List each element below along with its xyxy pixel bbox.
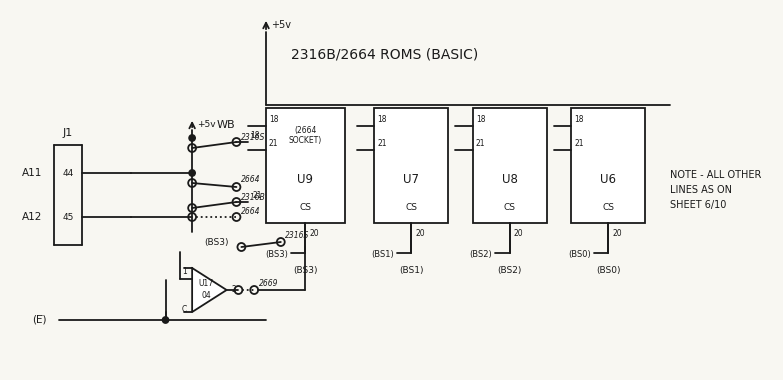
Text: U8: U8 bbox=[502, 173, 518, 186]
Text: A12: A12 bbox=[23, 212, 43, 222]
Text: 2316B: 2316B bbox=[241, 193, 266, 201]
Text: (BS3): (BS3) bbox=[293, 266, 318, 276]
Text: 21: 21 bbox=[575, 138, 584, 147]
Text: (BS3): (BS3) bbox=[265, 250, 287, 260]
Circle shape bbox=[189, 170, 195, 176]
Text: (BS0): (BS0) bbox=[568, 250, 590, 260]
Text: 04: 04 bbox=[201, 291, 211, 301]
Text: U6: U6 bbox=[601, 173, 616, 186]
Text: U9: U9 bbox=[298, 173, 313, 186]
Circle shape bbox=[163, 317, 168, 323]
Text: 21: 21 bbox=[252, 190, 262, 200]
Text: U7: U7 bbox=[403, 173, 420, 186]
Text: 18: 18 bbox=[575, 114, 584, 124]
Bar bbox=[572, 108, 645, 223]
Text: A11: A11 bbox=[23, 168, 43, 178]
Text: 1: 1 bbox=[182, 266, 186, 276]
Text: SHEET 6/10: SHEET 6/10 bbox=[670, 200, 727, 210]
Text: (2664: (2664 bbox=[294, 125, 316, 135]
Text: (BS2): (BS2) bbox=[469, 250, 493, 260]
Text: (BS3): (BS3) bbox=[204, 238, 229, 247]
Text: (E̅): (E̅) bbox=[32, 315, 47, 325]
Text: 2316S: 2316S bbox=[241, 133, 265, 141]
Text: (BS2): (BS2) bbox=[498, 266, 522, 276]
Text: 2664: 2664 bbox=[241, 176, 261, 185]
Text: U17: U17 bbox=[198, 279, 214, 288]
Text: 45: 45 bbox=[63, 212, 74, 222]
Text: NOTE - ALL OTHER: NOTE - ALL OTHER bbox=[670, 170, 761, 180]
Text: (BS1): (BS1) bbox=[399, 266, 424, 276]
Text: 20: 20 bbox=[514, 228, 523, 238]
Text: 21: 21 bbox=[377, 138, 387, 147]
Text: 21: 21 bbox=[476, 138, 485, 147]
Text: LINES AS ON: LINES AS ON bbox=[670, 185, 732, 195]
Text: 20: 20 bbox=[612, 228, 622, 238]
Polygon shape bbox=[192, 268, 226, 312]
Bar bbox=[266, 108, 345, 223]
Text: 2: 2 bbox=[231, 285, 236, 294]
Bar bbox=[374, 108, 449, 223]
Text: J1: J1 bbox=[63, 128, 73, 138]
Text: +5v: +5v bbox=[197, 120, 215, 129]
Text: CS: CS bbox=[602, 204, 615, 212]
Text: C: C bbox=[182, 304, 187, 313]
Text: CS: CS bbox=[406, 204, 417, 212]
Text: 2664: 2664 bbox=[241, 206, 261, 215]
Text: 20: 20 bbox=[309, 228, 319, 238]
Text: 18: 18 bbox=[269, 114, 279, 124]
Text: CS: CS bbox=[299, 204, 312, 212]
Text: CS: CS bbox=[504, 204, 516, 212]
Circle shape bbox=[189, 135, 195, 141]
Text: 18: 18 bbox=[476, 114, 485, 124]
Text: +5v: +5v bbox=[271, 20, 291, 30]
Bar bbox=[473, 108, 547, 223]
Text: SOCKET): SOCKET) bbox=[289, 136, 322, 146]
Text: (BS0): (BS0) bbox=[596, 266, 621, 276]
Text: 18: 18 bbox=[377, 114, 387, 124]
Text: WB: WB bbox=[217, 120, 236, 130]
Text: 44: 44 bbox=[63, 168, 74, 177]
Text: (BS1): (BS1) bbox=[371, 250, 394, 260]
Text: 18: 18 bbox=[251, 130, 260, 139]
Text: 2669: 2669 bbox=[259, 280, 279, 288]
Text: 21: 21 bbox=[269, 138, 279, 147]
Text: 2316B/2664 ROMS (BASIC): 2316B/2664 ROMS (BASIC) bbox=[290, 48, 478, 62]
Text: 20: 20 bbox=[415, 228, 425, 238]
Text: 2316S: 2316S bbox=[285, 231, 309, 241]
